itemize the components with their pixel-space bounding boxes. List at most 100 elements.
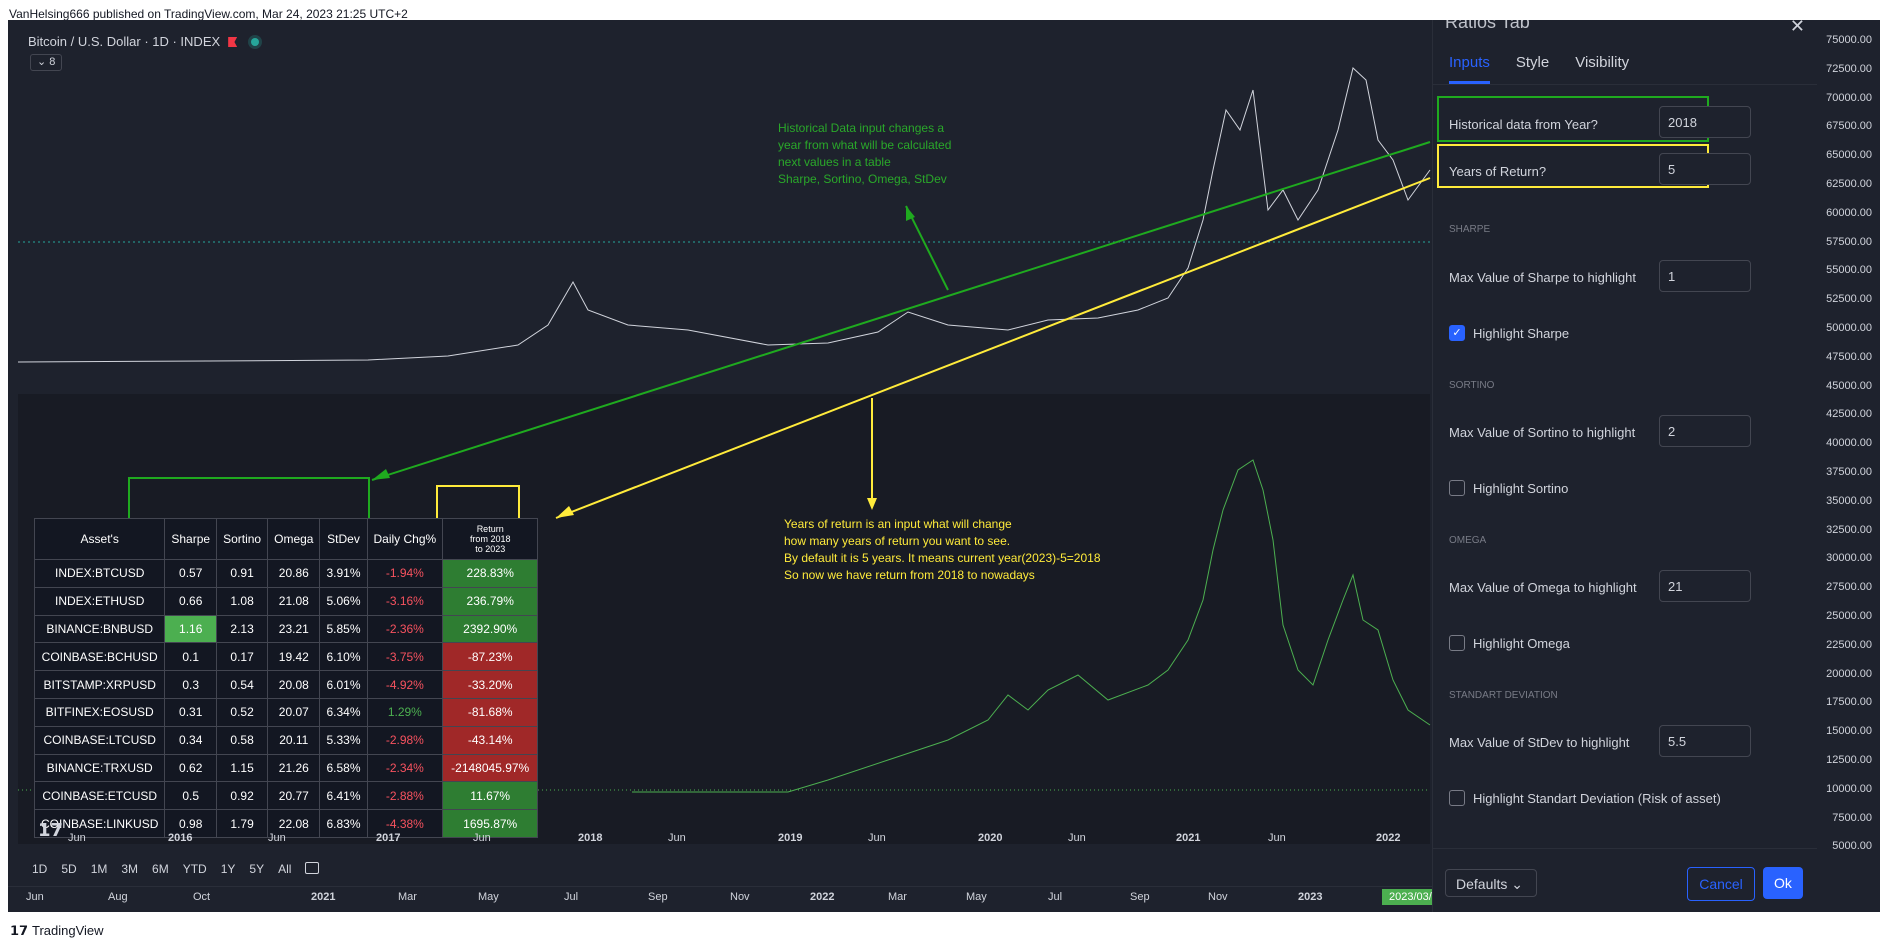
sortino-cell: 0.91 — [216, 559, 269, 588]
price-tick: 32500.00 — [1826, 523, 1872, 536]
time-tick: Jun — [868, 832, 886, 844]
return-header-2: from 2018 — [469, 534, 511, 544]
close-icon[interactable]: ✕ — [1789, 20, 1805, 36]
time-tick: 2021 — [1176, 832, 1201, 844]
table-row: BITFINEX:EOSUSD 0.31 0.52 20.07 6.34% 1.29% -8… — [33, 697, 539, 727]
asset-cell: COINBASE:ETCUSD — [33, 781, 166, 811]
years-return-input[interactable] — [1659, 153, 1751, 185]
range-selector[interactable]: 1D 5D 1M 3M 6M YTD 1Y 5Y All — [32, 862, 320, 876]
price-tick: 7500.00 — [1832, 811, 1872, 824]
historical-year-input[interactable] — [1659, 106, 1751, 138]
highlight-sortino-label: Highlight Sortino — [1473, 480, 1569, 496]
highlight-omega-checkbox[interactable]: Highlight Omega — [1449, 635, 1570, 651]
omega-cell: 22.08 — [267, 809, 321, 838]
table-row: BITSTAMP:XRPUSD 0.3 0.54 20.08 6.01% -4.92% -3… — [33, 670, 539, 699]
tab-style[interactable]: Style — [1515, 54, 1550, 71]
indicators-toggle[interactable]: ⌄ 8 — [30, 54, 63, 71]
chevron-down-icon: ⌄ — [1511, 876, 1523, 892]
ok-button[interactable]: Ok — [1763, 867, 1803, 899]
checkmark-icon[interactable]: ✓ — [1449, 325, 1465, 341]
highlight-sortino-checkbox[interactable]: Highlight Sortino — [1449, 480, 1568, 496]
time-tick: Mar — [398, 891, 417, 903]
omega-max-input[interactable] — [1659, 570, 1751, 602]
time-tick: 2022 — [810, 891, 835, 903]
price-tick: 75000.00 — [1826, 34, 1872, 46]
sortino-cell: 1.15 — [216, 753, 269, 783]
range-5d-button[interactable]: 5D — [61, 862, 77, 876]
checkbox-icon[interactable] — [1449, 480, 1465, 496]
range-6m-button[interactable]: 6M — [152, 862, 169, 876]
price-pane[interactable] — [18, 20, 1430, 394]
btc-price-series — [17, 67, 1431, 363]
return-header-1: Return — [476, 524, 504, 534]
sortino-cell: 2.13 — [216, 614, 269, 644]
return-cell: -43.14% — [442, 725, 539, 755]
price-tick: 40000.00 — [1826, 437, 1872, 450]
daily-chg-cell: -4.38% — [366, 809, 444, 838]
stdev-cell: 6.58% — [319, 753, 368, 783]
section-sharpe: SHARPE — [1449, 224, 1491, 235]
range-5y-button[interactable]: 5Y — [249, 862, 265, 876]
checkbox-icon[interactable] — [1449, 635, 1465, 651]
range-1d-button[interactable]: 1D — [32, 862, 48, 876]
time-tick: 2021 — [311, 891, 336, 903]
market-status-icon — [251, 38, 260, 46]
range-ytd-button[interactable]: YTD — [182, 862, 207, 876]
sortino-max-label: Max Value of Sortino to highlight — [1449, 425, 1636, 440]
time-tick: Jun — [26, 891, 44, 903]
price-tick: 47500.00 — [1826, 350, 1872, 363]
stdev-cell: 3.91% — [319, 559, 368, 588]
price-tick: 65000.00 — [1826, 149, 1872, 162]
range-1m-button[interactable]: 1M — [90, 862, 108, 876]
price-tick: 30000.00 — [1826, 552, 1872, 565]
price-tick: 20000.00 — [1826, 667, 1872, 680]
sharpe-cell: 0.3 — [164, 670, 218, 699]
return-cell: 1695.87% — [442, 809, 539, 838]
sortino-max-input[interactable] — [1659, 415, 1751, 447]
price-tick: 62500.00 — [1826, 178, 1872, 190]
calendar-icon[interactable] — [305, 862, 320, 874]
price-tick: 12500.00 — [1826, 754, 1872, 766]
sharpe-max-input[interactable] — [1659, 260, 1751, 292]
table-row: COINBASE:ETCUSD 0.5 0.92 20.77 6.41% -2.88% 11… — [33, 781, 539, 811]
defaults-label: Defaults — [1456, 876, 1508, 892]
symbol-title[interactable]: Bitcoin / U.S. Dollar · 1D · INDEX — [28, 34, 221, 49]
time-tick: Jun — [268, 832, 286, 844]
col-sortino: Sortino — [216, 518, 269, 560]
chart-area[interactable]: Bitcoin / U.S. Dollar · 1D · INDEX ⌄ 8 A… — [8, 20, 1880, 912]
sortino-cell: 1.08 — [216, 586, 269, 616]
annotation-line: So now we have return from 2018 to nowad… — [784, 568, 1035, 582]
range-1y-button[interactable]: 1Y — [220, 862, 236, 876]
symbol-legend[interactable]: Bitcoin / U.S. Dollar · 1D · INDEX — [28, 34, 260, 49]
daily-chg-cell: -2.98% — [366, 725, 444, 755]
time-tick: Jun — [668, 832, 686, 844]
tab-inputs[interactable]: Inputs — [1449, 54, 1490, 84]
highlight-stdev-checkbox[interactable]: Highlight Standart Deviation (Risk of as… — [1449, 790, 1721, 806]
daily-chg-cell: -3.16% — [366, 586, 444, 616]
historical-label: Historical data from Year? — [1449, 117, 1598, 132]
flag-icon[interactable] — [228, 37, 238, 47]
time-tick: Jun — [473, 832, 491, 844]
highlight-stdev-label: Highlight Standart Deviation (Risk of as… — [1473, 790, 1721, 806]
stdev-max-input[interactable] — [1659, 725, 1751, 757]
time-tick: 2023 — [1298, 891, 1323, 903]
range-3m-button[interactable]: 3M — [121, 862, 139, 876]
time-tick: 2016 — [168, 832, 193, 844]
defaults-dropdown[interactable]: Defaults ⌄ — [1445, 869, 1537, 897]
tab-visibility[interactable]: Visibility — [1575, 54, 1630, 71]
tv-logo-icon: 𝟭𝟳 — [38, 820, 64, 840]
col-return: Return from 2018 to 2023 — [442, 518, 539, 560]
dialog-tabs[interactable]: Inputs Style Visibility — [1449, 54, 1629, 84]
asset-cell: INDEX:BTCUSD — [33, 559, 166, 588]
highlight-sharpe-checkbox[interactable]: ✓ Highlight Sharpe — [1449, 325, 1569, 341]
col-omega: Omega — [267, 518, 321, 560]
sharpe-cell: 0.57 — [164, 559, 218, 588]
indicator-time-axis: Jun 2016 Jun 2017 Jun 2018 Jun 2019 Jun 2020 Jun 20… — [18, 832, 1430, 852]
settings-dialog[interactable]: Ratios Tab ✕ Inputs Style Visibility His… — [1432, 20, 1817, 912]
cancel-button[interactable]: Cancel — [1687, 867, 1755, 901]
daily-chg-cell: -2.36% — [366, 614, 444, 644]
sharpe-max-label: Max Value of Sharpe to highlight — [1449, 270, 1636, 285]
range-all-button[interactable]: All — [278, 862, 292, 876]
checkbox-icon[interactable] — [1449, 790, 1465, 806]
omega-cell: 23.21 — [267, 614, 321, 644]
